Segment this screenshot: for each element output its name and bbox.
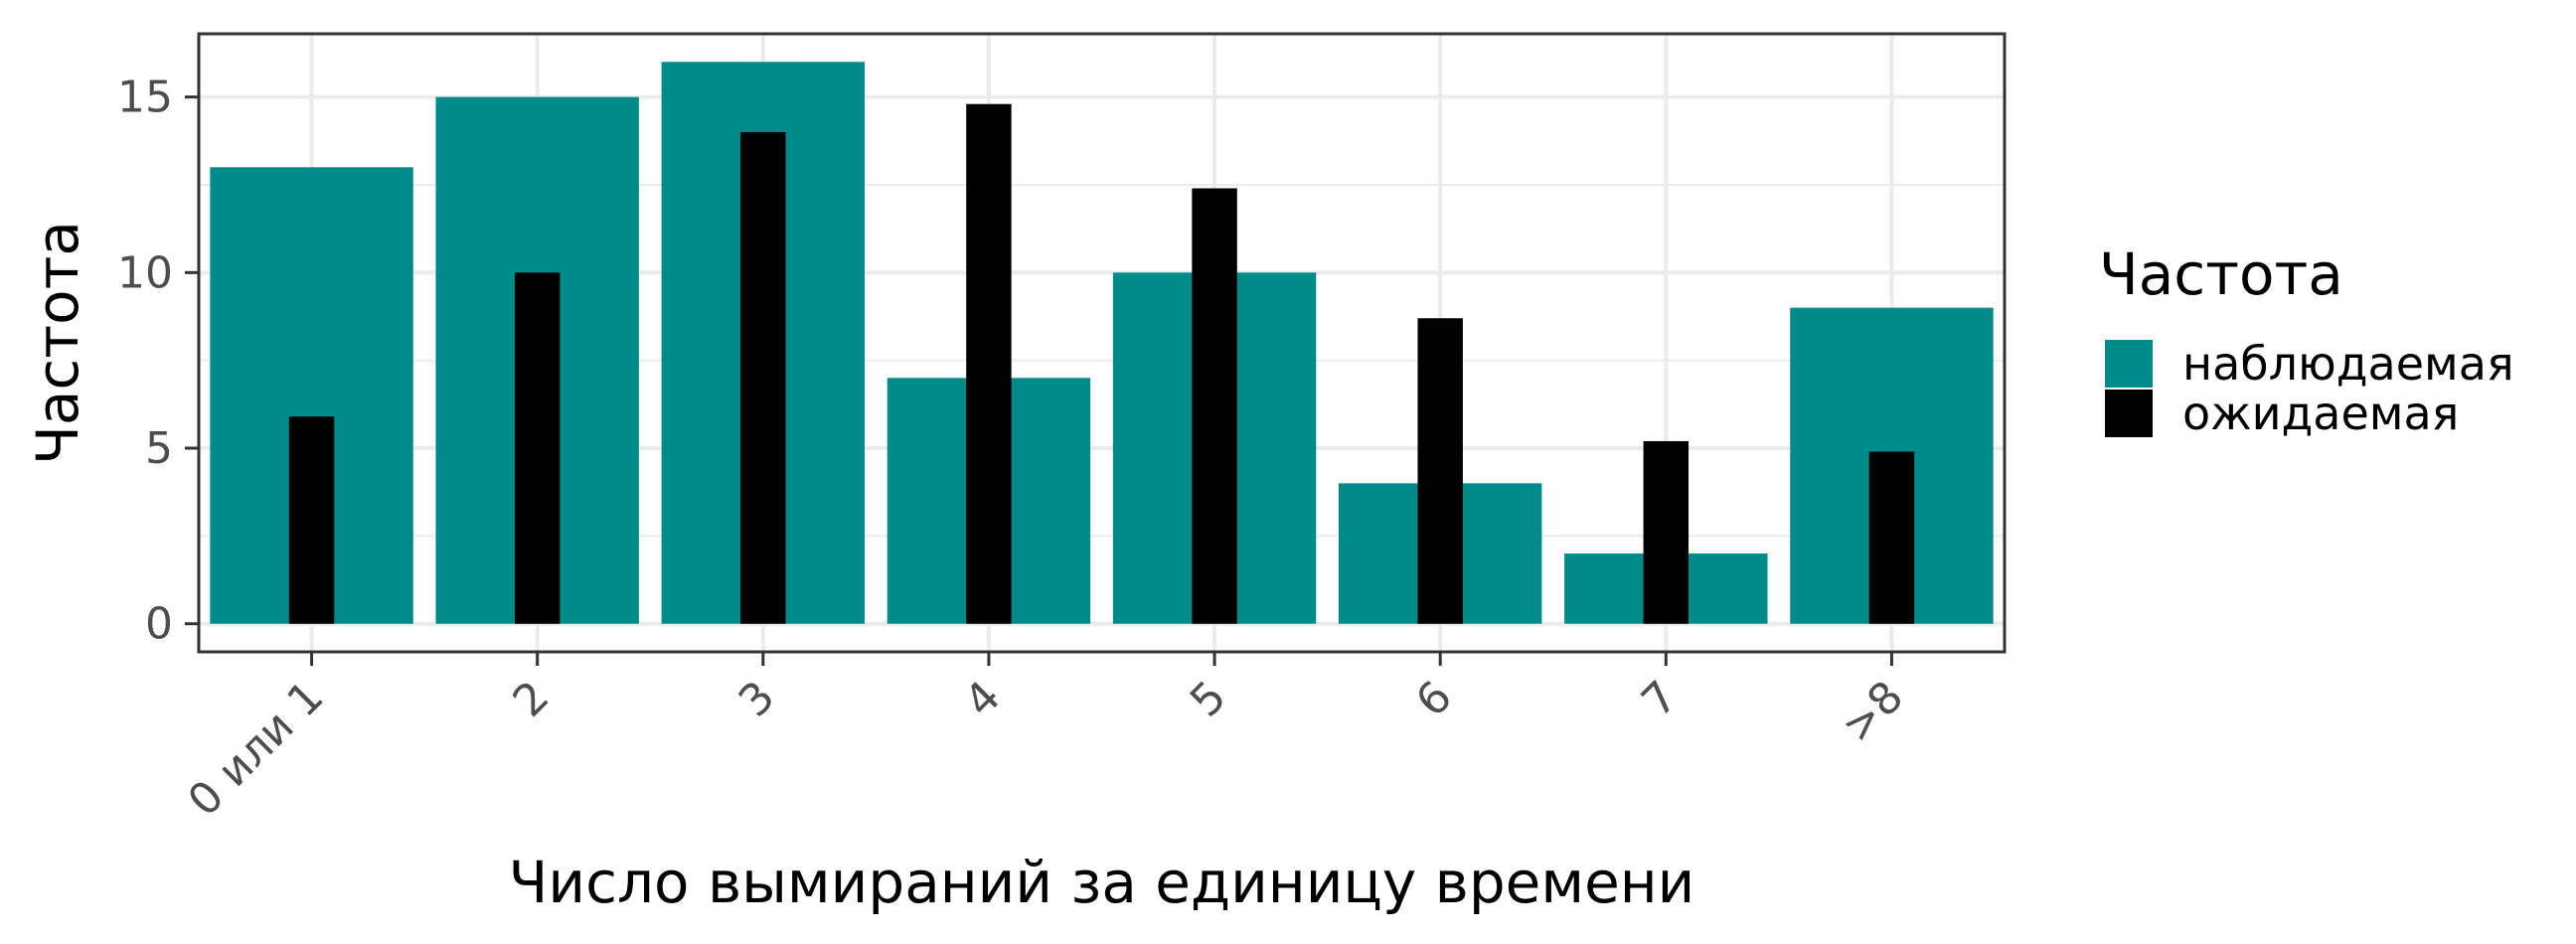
x-tick-label: 6 — [1406, 672, 1462, 727]
bar-expected — [1643, 440, 1690, 624]
legend-label: ожидаемая — [2182, 387, 2459, 440]
y-tick-label: 0 — [145, 599, 173, 650]
bar-expected — [966, 103, 1012, 624]
y-tick-label: 5 — [145, 423, 173, 474]
bar-expected — [1417, 318, 1463, 624]
bar-expected — [288, 416, 335, 624]
legend-title: Частота — [2099, 240, 2343, 308]
x-tick-label: 2 — [504, 672, 560, 727]
y-tick-label: 15 — [117, 73, 173, 123]
bar-expected — [1868, 451, 1915, 624]
x-tick-label: 0 или 1 — [179, 672, 334, 827]
x-axis-title: Число вымираний за единицу времени — [509, 849, 1695, 916]
bar-expected — [740, 131, 786, 624]
bar-expected — [1192, 188, 1237, 624]
y-axis: 0 5 10 15 — [117, 73, 199, 650]
legend-label: наблюдаемая — [2182, 337, 2514, 391]
x-tick-label: 7 — [1632, 672, 1688, 727]
x-tick-label: 3 — [729, 672, 785, 727]
legend-key-expected — [2105, 390, 2153, 437]
y-axis-title: Частота — [24, 221, 91, 465]
bars — [210, 62, 1994, 624]
x-tick-label: 4 — [955, 672, 1011, 727]
x-axis: 0 или 1 2 3 4 5 6 7 >8 — [179, 652, 1913, 827]
y-tick-label: 10 — [117, 247, 173, 298]
plot-panel-border — [197, 32, 2007, 654]
x-tick-label: 5 — [1181, 672, 1236, 727]
legend-key-observed — [2105, 340, 2153, 388]
bar-expected — [514, 272, 561, 624]
x-tick-label: >8 — [1832, 672, 1913, 753]
